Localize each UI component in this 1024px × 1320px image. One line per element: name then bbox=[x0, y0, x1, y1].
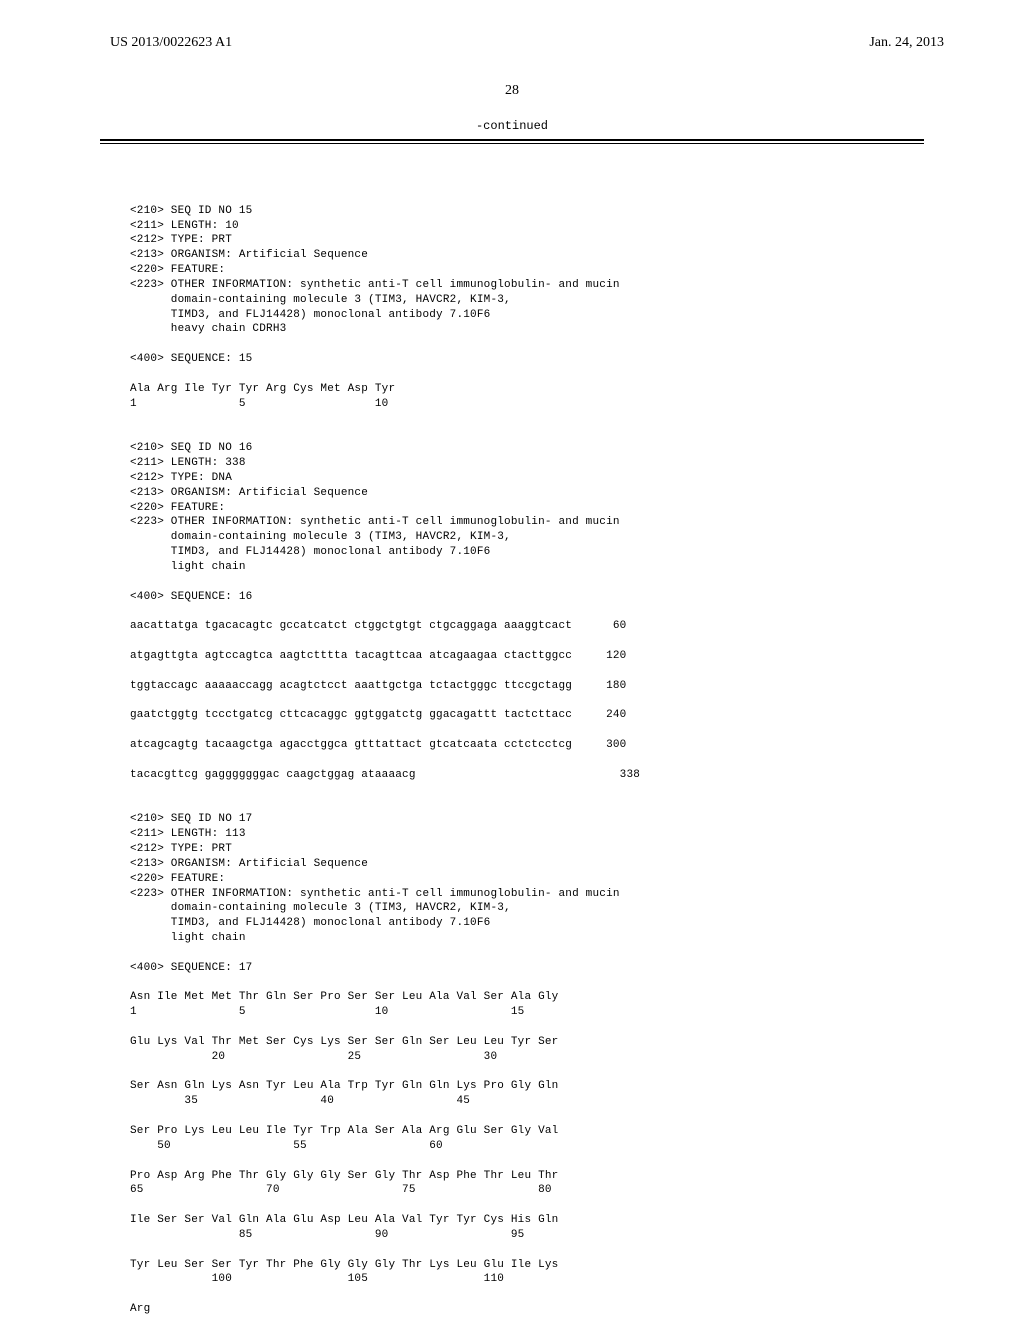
seq17-aa: Pro Asp Arg Phe Thr Gly Gly Gly Ser Gly … bbox=[130, 1170, 558, 1182]
seq17-line: <212> TYPE: PRT bbox=[130, 843, 232, 855]
seq16-line: <211> LENGTH: 338 bbox=[130, 457, 246, 469]
seq15-line: <213> ORGANISM: Artificial Sequence bbox=[130, 249, 368, 261]
seq17-num: 65 70 75 80 bbox=[130, 1184, 552, 1196]
seq16-dna: aacattatga tgacacagtc gccatcatct ctggctg… bbox=[130, 620, 626, 632]
page-number: 28 bbox=[0, 83, 1024, 99]
seq16-dna: gaatctggtg tccctgatcg cttcacaggc ggtggat… bbox=[130, 709, 626, 721]
seq15-line: TIMD3, and FLJ14428) monoclonal antibody… bbox=[130, 309, 490, 321]
seq16-dna: atcagcagtg tacaagctga agacctggca gtttatt… bbox=[130, 739, 626, 751]
seq15-line: <211> LENGTH: 10 bbox=[130, 220, 239, 232]
seq15-line: <223> OTHER INFORMATION: synthetic anti-… bbox=[130, 279, 620, 291]
seq17-line: light chain bbox=[130, 932, 246, 944]
continued-label: -continued bbox=[0, 119, 1024, 133]
seq17-aa: Glu Lys Val Thr Met Ser Cys Lys Ser Ser … bbox=[130, 1036, 558, 1048]
seq16-line: <213> ORGANISM: Artificial Sequence bbox=[130, 487, 368, 499]
seq17-aa: Tyr Leu Ser Ser Tyr Thr Phe Gly Gly Gly … bbox=[130, 1259, 558, 1271]
page-header: US 2013/0022623 A1 Jan. 24, 2013 bbox=[0, 0, 1024, 51]
seq17-aa: Asn Ile Met Met Thr Gln Ser Pro Ser Ser … bbox=[130, 991, 558, 1003]
seq17-seqlabel: <400> SEQUENCE: 17 bbox=[130, 962, 252, 974]
seq16-dna: tggtaccagc aaaaaccagg acagtctcct aaattgc… bbox=[130, 680, 626, 692]
publication-date: Jan. 24, 2013 bbox=[869, 35, 944, 51]
seq17-line: domain-containing molecule 3 (TIM3, HAVC… bbox=[130, 902, 511, 914]
seq15-line: <212> TYPE: PRT bbox=[130, 234, 232, 246]
sequence-listing: <210> SEQ ID NO 15 <211> LENGTH: 10 <212… bbox=[0, 144, 1024, 1317]
seq16-line: TIMD3, and FLJ14428) monoclonal antibody… bbox=[130, 546, 490, 558]
publication-number: US 2013/0022623 A1 bbox=[110, 35, 232, 51]
seq16-line: <223> OTHER INFORMATION: synthetic anti-… bbox=[130, 516, 620, 528]
seq16-line: <210> SEQ ID NO 16 bbox=[130, 442, 252, 454]
seq17-line: <211> LENGTH: 113 bbox=[130, 828, 246, 840]
seq16-seqlabel: <400> SEQUENCE: 16 bbox=[130, 591, 252, 603]
seq15-aa: Ala Arg Ile Tyr Tyr Arg Cys Met Asp Tyr bbox=[130, 383, 395, 395]
seq16-line: domain-containing molecule 3 (TIM3, HAVC… bbox=[130, 531, 511, 543]
seq17-line: <223> OTHER INFORMATION: synthetic anti-… bbox=[130, 888, 620, 900]
seq17-line: <213> ORGANISM: Artificial Sequence bbox=[130, 858, 368, 870]
seq17-num: 50 55 60 bbox=[130, 1140, 443, 1152]
seq15-line: heavy chain CDRH3 bbox=[130, 323, 286, 335]
seq16-dna: atgagttgta agtccagtca aagtctttta tacagtt… bbox=[130, 650, 626, 662]
seq17-num: 20 25 30 bbox=[130, 1051, 497, 1063]
seq16-line: <212> TYPE: DNA bbox=[130, 472, 232, 484]
seq17-aa: Arg bbox=[130, 1303, 150, 1315]
seq15-line: domain-containing molecule 3 (TIM3, HAVC… bbox=[130, 294, 511, 306]
seq15-seqlabel: <400> SEQUENCE: 15 bbox=[130, 353, 252, 365]
seq15-num: 1 5 10 bbox=[130, 398, 388, 410]
seq16-line: <220> FEATURE: bbox=[130, 502, 225, 514]
seq17-line: <210> SEQ ID NO 17 bbox=[130, 813, 252, 825]
seq16-line: light chain bbox=[130, 561, 246, 573]
seq17-num: 1 5 10 15 bbox=[130, 1006, 524, 1018]
seq15-line: <210> SEQ ID NO 15 bbox=[130, 205, 252, 217]
seq15-line: <220> FEATURE: bbox=[130, 264, 225, 276]
seq17-aa: Ser Pro Lys Leu Leu Ile Tyr Trp Ala Ser … bbox=[130, 1125, 558, 1137]
seq17-num: 85 90 95 bbox=[130, 1229, 524, 1241]
seq17-aa: Ile Ser Ser Val Gln Ala Glu Asp Leu Ala … bbox=[130, 1214, 558, 1226]
seq17-num: 35 40 45 bbox=[130, 1095, 470, 1107]
seq17-line: TIMD3, and FLJ14428) monoclonal antibody… bbox=[130, 917, 490, 929]
seq16-dna: tacacgttcg gagggggggac caagctggag ataaaa… bbox=[130, 769, 640, 781]
seq17-line: <220> FEATURE: bbox=[130, 873, 225, 885]
seq17-aa: Ser Asn Gln Lys Asn Tyr Leu Ala Trp Tyr … bbox=[130, 1080, 558, 1092]
seq17-num: 100 105 110 bbox=[130, 1273, 504, 1285]
